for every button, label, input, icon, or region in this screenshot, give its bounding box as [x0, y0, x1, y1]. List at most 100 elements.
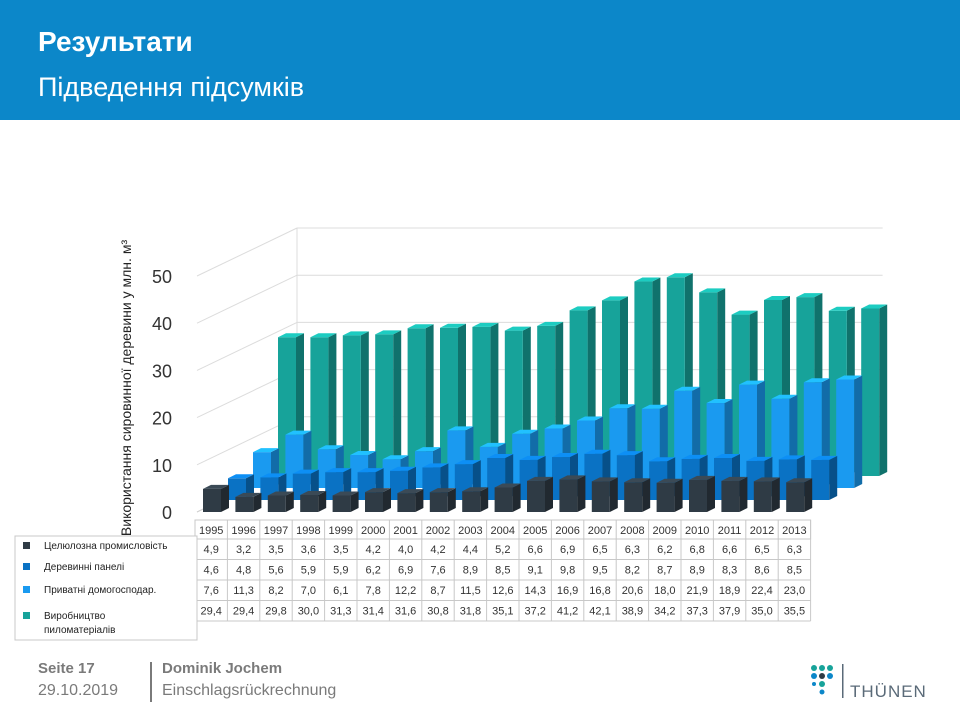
x-tick-label: 2012 — [750, 525, 774, 537]
data-label: 7,6 — [430, 565, 445, 577]
data-label: 6,8 — [690, 544, 705, 556]
bar-side — [285, 491, 294, 512]
data-label: 38,9 — [622, 606, 643, 618]
bar-side — [253, 492, 262, 512]
x-tick-label: 2000 — [361, 525, 385, 537]
x-tick-label: 2009 — [653, 525, 677, 537]
chart-svg: 0 10 20 30 40 50 Використання сировинної дерев… — [14, 227, 888, 641]
bar-front — [342, 335, 361, 476]
data-label: 34,2 — [654, 606, 675, 618]
footer-author: Dominik Jochem — [162, 660, 283, 677]
bar-top — [454, 460, 481, 465]
bar — [235, 492, 262, 512]
bar-front — [811, 459, 830, 500]
data-label: 18,9 — [719, 585, 740, 597]
data-label: 14,3 — [524, 585, 545, 597]
data-label: 7,0 — [301, 585, 316, 597]
bar-top — [479, 442, 506, 447]
y-tick-label: 0 — [162, 503, 172, 523]
bar-top — [537, 321, 564, 326]
legend-swatch — [23, 586, 30, 593]
data-label: 37,3 — [686, 606, 707, 618]
data-label: 4,2 — [430, 544, 445, 556]
data-label: 6,2 — [366, 565, 381, 577]
bar — [310, 333, 337, 476]
legend-label: Деревинні панелі — [44, 562, 124, 573]
y-axis: 0 10 20 30 40 50 — [152, 267, 172, 523]
bar-top — [746, 456, 773, 461]
x-tick-label: 1998 — [296, 525, 320, 537]
data-label: 7,6 — [204, 585, 219, 597]
data-label: 6,9 — [560, 544, 575, 556]
bar-top — [602, 296, 628, 301]
bar-top — [803, 378, 830, 383]
bar-top — [577, 416, 603, 421]
x-tick-label: 2005 — [523, 525, 547, 537]
bar-top — [285, 430, 312, 435]
bar — [203, 484, 229, 512]
bar-top — [778, 455, 805, 460]
data-label: 8,7 — [430, 585, 445, 597]
bar-front — [429, 492, 448, 512]
data-label: 4,6 — [204, 565, 219, 577]
bar-top — [415, 447, 441, 452]
bar-front — [300, 495, 319, 512]
data-label: 7,8 — [366, 585, 381, 597]
bar-front — [656, 482, 675, 512]
bar-front — [375, 334, 394, 476]
data-label: 18,0 — [654, 585, 675, 597]
data-label: 6,1 — [333, 585, 348, 597]
data-label: 16,9 — [557, 585, 578, 597]
data-label: 9,5 — [592, 565, 607, 577]
bar-top — [796, 293, 823, 298]
y-tick-label: 10 — [152, 456, 172, 476]
bar-top — [739, 380, 765, 385]
bar-top — [706, 399, 733, 404]
data-label: 29,4 — [233, 606, 254, 618]
bar-top — [429, 488, 456, 493]
bar — [656, 478, 683, 512]
data-label: 37,2 — [524, 606, 545, 618]
bar — [342, 331, 369, 476]
data-label: 8,7 — [657, 565, 672, 577]
bar — [591, 477, 618, 512]
data-label: 5,9 — [333, 565, 348, 577]
bar-front — [624, 482, 643, 512]
y-tick-label: 50 — [152, 267, 172, 287]
data-label: 35,1 — [492, 606, 513, 618]
data-label: 31,4 — [362, 606, 383, 618]
data-label: 3,5 — [268, 544, 283, 556]
bar — [689, 475, 715, 512]
bar — [559, 475, 586, 512]
bar-front — [332, 495, 351, 512]
bar-side — [577, 475, 586, 512]
data-label: 4,0 — [398, 544, 413, 556]
bar-top — [674, 386, 701, 391]
bar-top — [357, 468, 384, 473]
bar-side — [383, 488, 391, 512]
legend-label: Виробництво пиломатеріалів — [44, 610, 115, 636]
bar — [407, 324, 434, 476]
data-label: 8,6 — [754, 565, 769, 577]
data-label: 12,6 — [492, 585, 513, 597]
data-label: 3,5 — [333, 544, 348, 556]
footer-topic: Einschlagsrückrechnung — [162, 682, 337, 699]
bar — [332, 491, 359, 512]
x-tick-label: 2006 — [555, 525, 579, 537]
bar-top — [552, 453, 578, 458]
bar — [472, 322, 499, 476]
data-label: 8,9 — [463, 565, 478, 577]
data-label: 22,4 — [751, 585, 772, 597]
data-label: 4,9 — [204, 544, 219, 556]
bar — [721, 476, 748, 512]
gridline-depth — [196, 227, 298, 277]
bar-front — [689, 479, 707, 512]
data-label: 11,5 — [460, 585, 481, 597]
bar-front — [861, 308, 880, 476]
data-label: 37,9 — [719, 606, 740, 618]
bar-top — [512, 429, 539, 434]
bar-top — [267, 491, 294, 496]
bar-top — [397, 489, 424, 494]
data-label: 20,6 — [622, 585, 643, 597]
bar — [462, 487, 489, 512]
